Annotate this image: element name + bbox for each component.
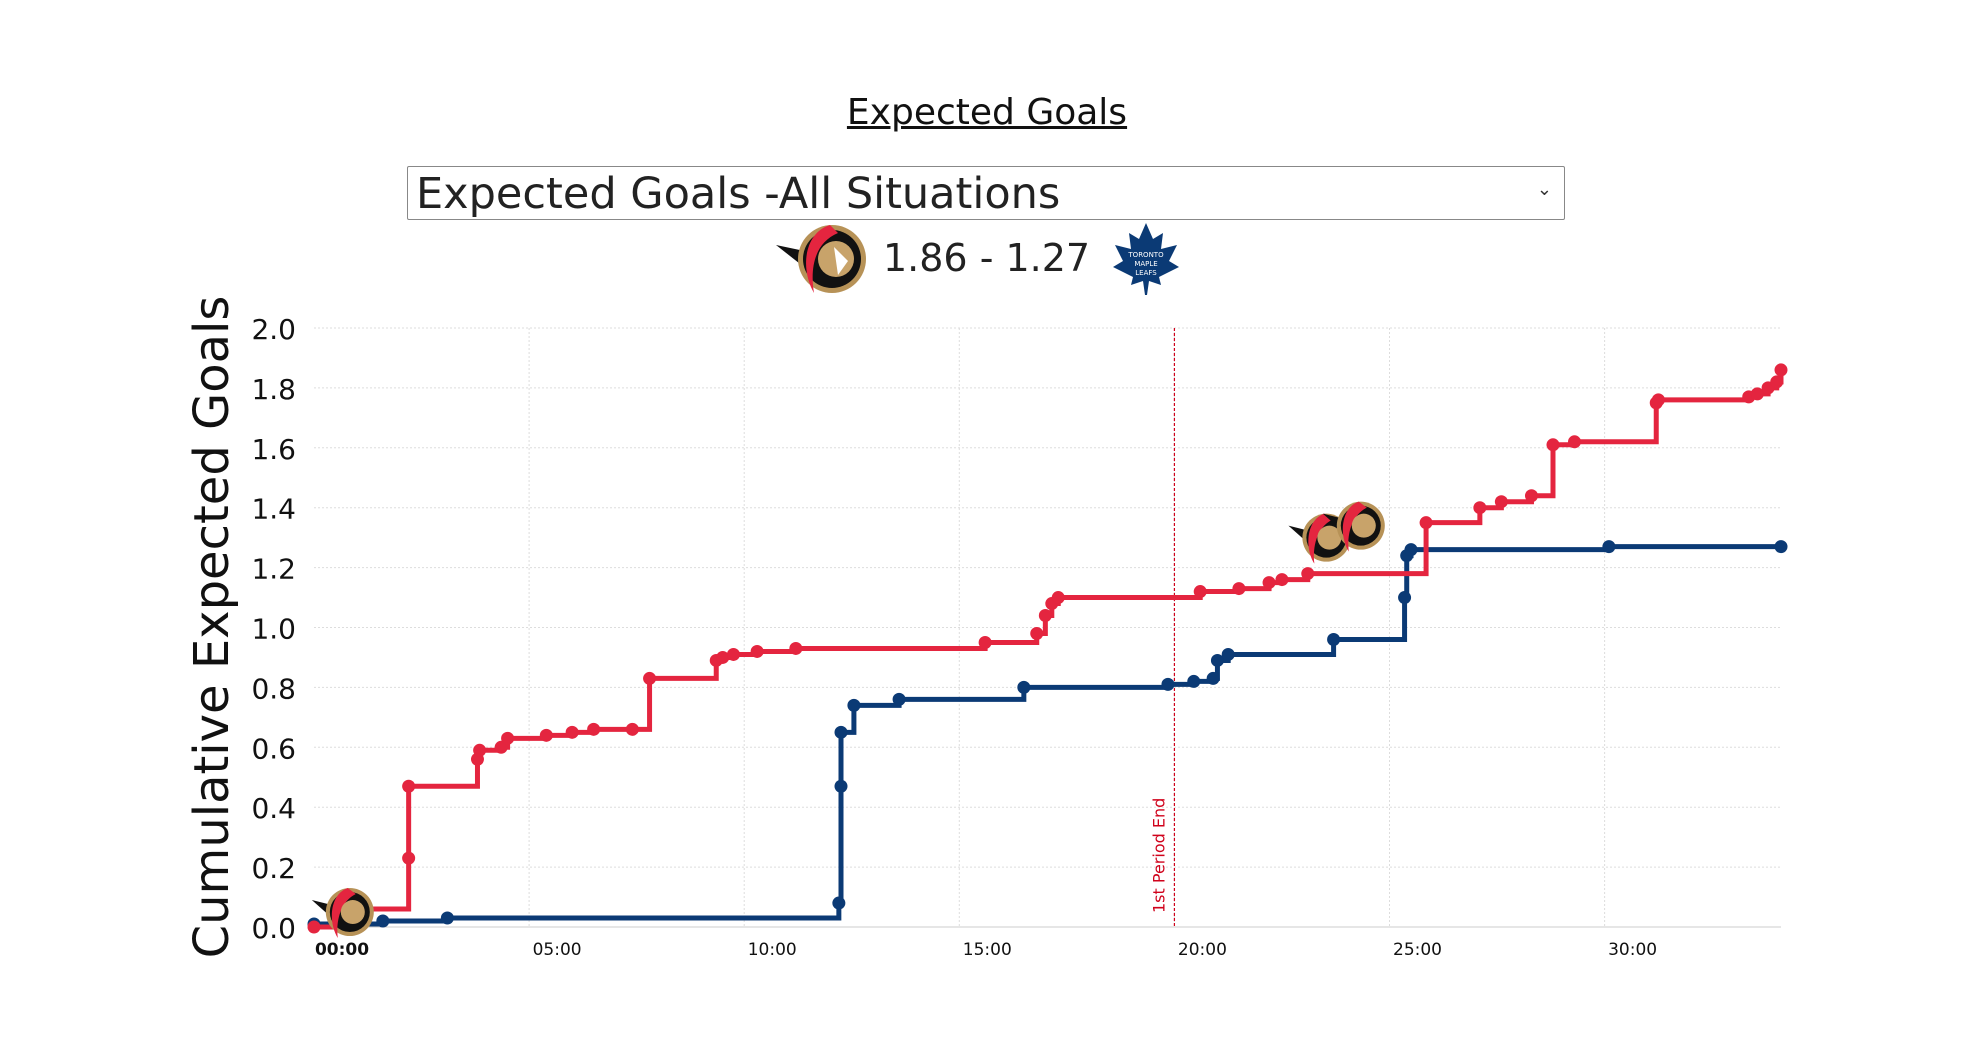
data-point[interactable] xyxy=(1262,576,1276,590)
data-point[interactable] xyxy=(1017,680,1031,694)
data-point[interactable] xyxy=(789,641,803,655)
data-point[interactable] xyxy=(539,728,553,742)
data-point[interactable] xyxy=(1206,671,1220,685)
x-tick-label: 00:00 xyxy=(315,940,369,960)
chart-title: Expected Goals xyxy=(846,92,1128,133)
data-point[interactable] xyxy=(1770,375,1784,389)
data-point[interactable] xyxy=(1651,393,1665,407)
x-tick-label: 25:00 xyxy=(1393,940,1442,960)
y-tick-label: 0.0 xyxy=(251,912,296,945)
x-tick-label: 15:00 xyxy=(963,940,1012,960)
data-point[interactable] xyxy=(1750,387,1764,401)
data-point[interactable] xyxy=(1568,435,1582,449)
data-point[interactable] xyxy=(376,914,390,928)
goal-marker-ottawa-logo-icon[interactable] xyxy=(1322,501,1385,552)
goal-marker-ottawa-logo-icon[interactable] xyxy=(311,888,374,939)
data-point[interactable] xyxy=(402,779,416,793)
data-point[interactable] xyxy=(625,722,639,736)
data-point[interactable] xyxy=(1221,647,1235,661)
data-point[interactable] xyxy=(587,722,601,736)
situation-select-value: Expected Goals -All Situations xyxy=(416,169,1061,219)
data-point[interactable] xyxy=(1494,495,1508,509)
data-point[interactable] xyxy=(834,725,848,739)
data-point[interactable] xyxy=(565,725,579,739)
data-point[interactable] xyxy=(1051,591,1065,605)
x-tick-label: 20:00 xyxy=(1178,940,1227,960)
score-text: 1.86 - 1.27 xyxy=(883,236,1091,280)
series-line-ottawa xyxy=(314,369,1784,930)
data-point[interactable] xyxy=(1327,632,1341,646)
y-tick-label: 0.2 xyxy=(251,852,296,885)
data-point[interactable] xyxy=(892,692,906,706)
data-point[interactable] xyxy=(847,698,861,712)
y-tick-label: 1.4 xyxy=(251,493,296,526)
data-point[interactable] xyxy=(643,671,657,685)
data-point[interactable] xyxy=(1419,516,1433,530)
data-point[interactable] xyxy=(1546,438,1560,452)
y-tick-label: 0.8 xyxy=(251,672,296,705)
data-point[interactable] xyxy=(1774,540,1788,554)
y-tick-label: 1.8 xyxy=(251,373,296,406)
data-point[interactable] xyxy=(1301,567,1315,581)
data-point[interactable] xyxy=(832,896,846,910)
data-point[interactable] xyxy=(1602,540,1616,554)
data-point[interactable] xyxy=(978,635,992,649)
y-tick-label: 2.0 xyxy=(251,313,296,346)
data-point[interactable] xyxy=(501,731,515,745)
data-point[interactable] xyxy=(1473,501,1487,515)
svg-text:MAPLE: MAPLE xyxy=(1134,260,1157,268)
period-end-label: 1st Period End xyxy=(1149,798,1168,913)
data-point[interactable] xyxy=(1524,489,1538,503)
data-point[interactable] xyxy=(1398,591,1412,605)
y-tick-label: 1.6 xyxy=(251,433,296,466)
data-point[interactable] xyxy=(1030,626,1044,640)
data-point[interactable] xyxy=(473,743,487,757)
ottawa-senators-logo-icon xyxy=(776,225,866,293)
data-point[interactable] xyxy=(1193,585,1207,599)
y-tick-label: 1.0 xyxy=(251,613,296,646)
x-tick-label: 30:00 xyxy=(1608,940,1657,960)
data-point[interactable] xyxy=(726,647,740,661)
toronto-maple-leafs-logo-icon: TORONTO MAPLE LEAFS xyxy=(1113,223,1179,295)
chevron-down-icon: ⌄ xyxy=(1536,179,1552,200)
data-point[interactable] xyxy=(1210,653,1224,667)
data-point[interactable] xyxy=(750,644,764,658)
data-point[interactable] xyxy=(1038,609,1052,623)
y-tick-label: 0.4 xyxy=(251,792,296,825)
data-point[interactable] xyxy=(1187,674,1201,688)
data-point[interactable] xyxy=(1275,573,1289,587)
data-point[interactable] xyxy=(1404,543,1418,557)
y-tick-label: 1.2 xyxy=(251,553,296,586)
svg-text:LEAFS: LEAFS xyxy=(1135,269,1157,277)
data-point[interactable] xyxy=(307,920,321,934)
svg-text:TORONTO: TORONTO xyxy=(1127,251,1164,259)
data-point[interactable] xyxy=(1774,363,1788,377)
data-point[interactable] xyxy=(1232,582,1246,596)
data-point[interactable] xyxy=(716,650,730,664)
y-tick-label: 0.6 xyxy=(251,732,296,765)
data-point[interactable] xyxy=(440,911,454,925)
x-tick-label: 05:00 xyxy=(533,940,582,960)
x-tick-label: 10:00 xyxy=(748,940,797,960)
data-point[interactable] xyxy=(834,779,848,793)
situation-select[interactable]: Expected Goals -All Situations ⌄ xyxy=(407,166,1565,220)
data-point[interactable] xyxy=(494,740,508,754)
data-point[interactable] xyxy=(402,851,416,865)
y-axis-label: Cumulative Expected Goals xyxy=(184,296,240,959)
data-point[interactable] xyxy=(1161,677,1175,691)
